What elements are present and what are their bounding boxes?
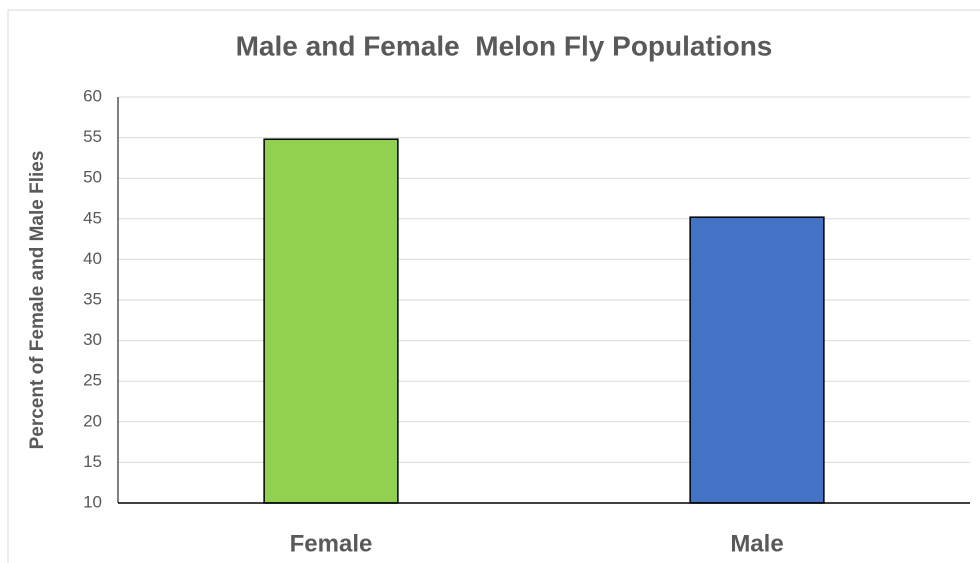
y-tick-label: 60 (83, 86, 102, 105)
x-tick-label: Female (290, 530, 373, 557)
y-tick-label: 30 (83, 330, 102, 349)
y-tick-label: 40 (83, 249, 102, 268)
x-tick-label: Male (730, 530, 783, 557)
y-tick-label: 10 (83, 492, 102, 511)
chart-frame (7, 9, 980, 563)
y-axis-label: Percent of Female and Male Flies (27, 151, 48, 450)
y-tick-label: 45 (83, 208, 102, 227)
chart-title: Male and Female Melon Fly Populations (236, 30, 773, 61)
y-tick-label: 55 (83, 127, 102, 146)
y-tick-label: 50 (83, 168, 102, 187)
y-tick-label: 15 (83, 452, 102, 471)
y-tick-label: 25 (83, 371, 102, 390)
bar (263, 138, 399, 504)
y-tick-label: 20 (83, 411, 102, 430)
bar (689, 216, 825, 504)
y-tick-label: 35 (83, 289, 102, 308)
